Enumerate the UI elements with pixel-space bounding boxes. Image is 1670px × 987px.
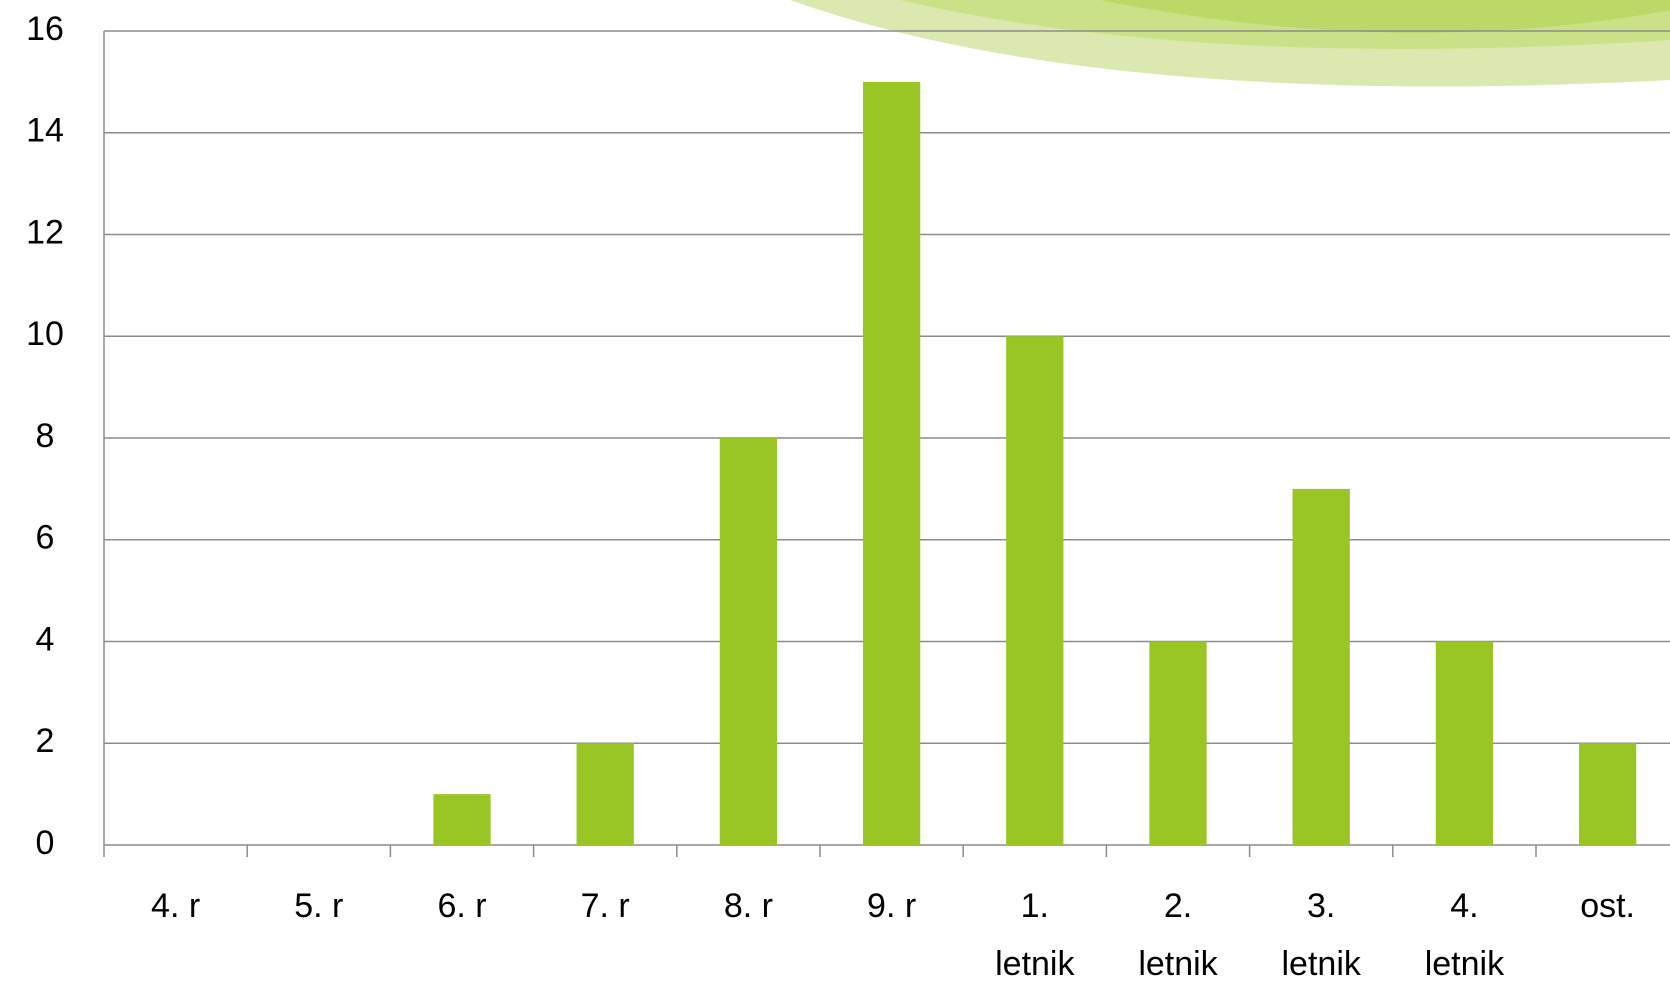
- x-tick-label: 6. r: [437, 887, 486, 925]
- x-tick-label: 3. letnik: [1282, 887, 1362, 983]
- bar: [576, 743, 634, 845]
- bar: [1435, 641, 1494, 845]
- bar: [433, 794, 491, 845]
- x-tick-label-line: 2.: [1164, 887, 1192, 925]
- bar: [1292, 488, 1350, 845]
- y-tick-label: 2: [36, 722, 55, 760]
- x-tick-label-line: 8. r: [724, 887, 773, 925]
- x-tick-label-line: letnik: [1282, 945, 1362, 983]
- x-tick-label: 8. r: [724, 887, 773, 925]
- x-tick-label: 4. r: [151, 887, 200, 925]
- x-tick-label-line: 7. r: [581, 887, 630, 925]
- x-tick-label-line: letnik: [1425, 945, 1505, 983]
- x-tick-label: 4. letnik: [1425, 887, 1505, 983]
- x-tick-label-line: 4. r: [151, 887, 200, 925]
- x-tick-label: ost.: [1580, 887, 1635, 925]
- x-tick-label-line: 1.: [1021, 887, 1049, 925]
- y-tick-label: 6: [36, 519, 55, 557]
- bar: [719, 438, 778, 845]
- y-tick-label: 16: [26, 10, 64, 48]
- y-tick-label: 0: [36, 824, 55, 862]
- y-tick-label: 10: [26, 315, 64, 353]
- bar: [1578, 743, 1637, 845]
- x-tick-label-line: 3.: [1307, 887, 1335, 925]
- x-tick-label: 7. r: [581, 887, 630, 925]
- x-tick-label-line: letnik: [995, 945, 1075, 983]
- bar: [1006, 336, 1064, 845]
- decoration: [790, 0, 1670, 87]
- x-tick-label: 5. r: [294, 887, 343, 925]
- bar: [862, 81, 921, 845]
- bar: [1149, 641, 1207, 845]
- y-tick-label: 8: [36, 417, 55, 455]
- y-tick-label: 12: [26, 213, 64, 251]
- x-tick-label-line: ost.: [1580, 887, 1635, 925]
- x-tick-label: 9. r: [867, 887, 916, 925]
- x-tick-label: 1. letnik: [995, 887, 1075, 983]
- y-tick-label: 4: [36, 620, 55, 658]
- x-tick-label-line: 6. r: [437, 887, 486, 925]
- x-tick-label-line: 5. r: [294, 887, 343, 925]
- x-tick-label-line: 9. r: [867, 887, 916, 925]
- x-tick-label-line: letnik: [1138, 945, 1218, 983]
- x-tick-label: 2. letnik: [1138, 887, 1218, 983]
- swoosh: [1100, 0, 1670, 33]
- x-tick-label-line: 4.: [1450, 887, 1478, 925]
- y-tick-label: 14: [26, 112, 64, 150]
